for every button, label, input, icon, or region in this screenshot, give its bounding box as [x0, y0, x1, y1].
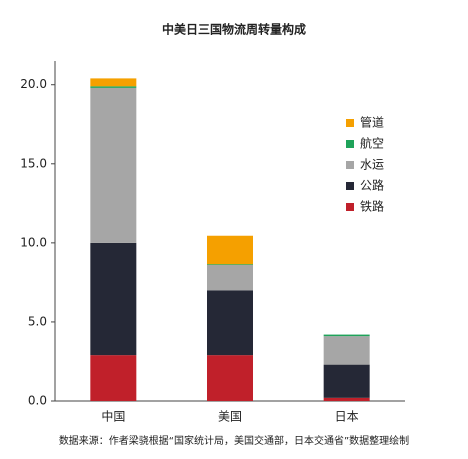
- bar-segment: [207, 235, 253, 265]
- bar-segment: [323, 336, 370, 365]
- y-tick-label: 15.0: [20, 156, 47, 170]
- legend-label: 管道: [360, 115, 384, 130]
- bar-segment: [90, 86, 137, 88]
- legend-label: 公路: [360, 178, 384, 193]
- legend-label: 航空: [360, 136, 384, 151]
- y-tick-label: 20.0: [20, 77, 47, 91]
- bar-segment: [207, 264, 253, 265]
- legend-swatch: [346, 140, 354, 148]
- bar-segment: [207, 290, 253, 356]
- bar-segment: [323, 334, 370, 337]
- bar-segment: [207, 355, 253, 401]
- chart-title: 中美日三国物流周转量构成: [162, 22, 306, 37]
- bar-segment: [90, 242, 137, 356]
- legend-swatch: [346, 161, 354, 169]
- legend-label: 水运: [360, 158, 384, 172]
- bar-segment: [90, 78, 137, 87]
- legend-swatch: [346, 182, 354, 190]
- y-tick-label: 5.0: [28, 314, 47, 328]
- y-tick-label: 10.0: [20, 235, 47, 249]
- legend-swatch: [346, 203, 354, 211]
- x-tick-label: 中国: [101, 409, 125, 424]
- bar-segment: [323, 397, 370, 401]
- bar-segment: [90, 355, 137, 401]
- bar-segment: [207, 265, 253, 291]
- source-note: 数据来源：作者梁骁根据“国家统计局，美国交通部，日本交通省”数据整理绘制: [59, 434, 409, 447]
- bar-segment: [90, 87, 137, 243]
- x-tick-label: 美国: [218, 410, 242, 424]
- legend-swatch: [346, 119, 354, 127]
- bar-segment: [323, 364, 370, 398]
- y-tick-label: 0.0: [28, 394, 47, 408]
- legend-label: 铁路: [360, 199, 384, 214]
- x-tick-label: 日本: [335, 410, 359, 424]
